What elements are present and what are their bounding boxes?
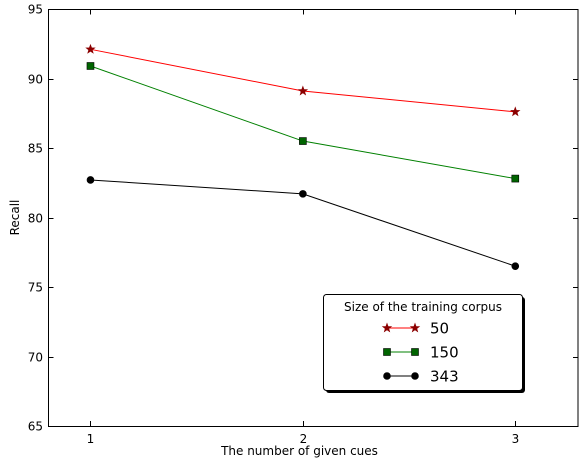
x-tick-label: 3 xyxy=(512,432,520,446)
legend-entry-50: 50 xyxy=(381,320,449,338)
data-point-343 xyxy=(511,262,520,270)
legend-marker xyxy=(383,348,391,356)
series-150 xyxy=(86,62,520,183)
legend-marker xyxy=(383,372,391,380)
data-point-150 xyxy=(86,62,95,70)
y-tick-label: 95 xyxy=(28,3,43,17)
legend-label: 50 xyxy=(430,320,449,338)
y-tick-label: 65 xyxy=(28,420,43,434)
y-tick-label: 75 xyxy=(28,281,43,295)
y-axis-label: Recall xyxy=(8,200,22,236)
legend-label: 343 xyxy=(430,368,459,386)
legend-entry-150: 150 xyxy=(383,344,459,362)
legend: Size of the training corpus 50 150 343 xyxy=(323,294,525,393)
series-50 xyxy=(85,43,521,117)
data-point-150 xyxy=(511,174,520,183)
data-point-343 xyxy=(86,176,95,184)
legend-title: Size of the training corpus xyxy=(344,300,502,314)
legend-label: 150 xyxy=(430,344,459,362)
y-tick-label: 90 xyxy=(28,73,43,87)
legend-marker xyxy=(411,372,419,380)
y-axis-ticks: 65 70 75 80 85 90 95 xyxy=(28,3,578,434)
plot-area xyxy=(48,9,579,427)
legend-entry-343: 343 xyxy=(383,368,459,386)
legend-marker xyxy=(409,322,421,333)
y-tick-label: 85 xyxy=(28,142,43,156)
legend-box xyxy=(323,294,523,391)
y-tick-label: 70 xyxy=(28,351,43,365)
legend-entries: 50 150 343 xyxy=(381,320,459,386)
data-point-343 xyxy=(299,190,307,198)
data-point-50 xyxy=(297,85,309,96)
x-tick-label: 2 xyxy=(300,432,308,446)
series-343 xyxy=(86,176,520,270)
legend-marker xyxy=(411,348,419,356)
x-axis-ticks: 1 2 3 xyxy=(87,9,520,446)
y-tick-label: 80 xyxy=(28,212,43,226)
data-point-50 xyxy=(85,43,96,54)
x-tick-label: 1 xyxy=(87,432,95,446)
x-axis-label: The number of given cues xyxy=(220,444,378,458)
legend-marker xyxy=(381,322,393,333)
data-point-150 xyxy=(299,137,307,145)
series-layer xyxy=(85,43,521,270)
data-point-50 xyxy=(510,106,521,117)
